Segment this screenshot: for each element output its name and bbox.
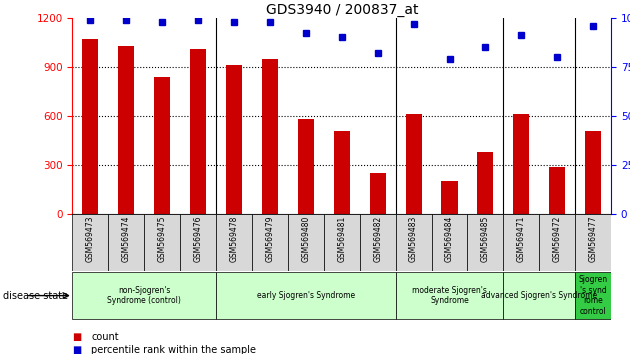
Bar — [334, 131, 350, 214]
Bar — [549, 167, 565, 214]
Text: ■: ■ — [72, 332, 82, 342]
Text: ■: ■ — [72, 345, 82, 354]
Bar — [180, 214, 216, 271]
Bar — [108, 214, 144, 271]
Bar — [478, 152, 493, 214]
Text: GSM569476: GSM569476 — [193, 216, 203, 262]
Bar — [118, 46, 134, 214]
Bar — [298, 119, 314, 214]
Bar — [288, 214, 324, 271]
Bar — [262, 59, 278, 214]
Bar — [83, 39, 98, 214]
Bar — [396, 214, 432, 271]
Text: count: count — [91, 332, 119, 342]
Text: GSM569471: GSM569471 — [517, 216, 526, 262]
Bar — [154, 76, 170, 214]
Text: moderate Sjogren's
Syndrome: moderate Sjogren's Syndrome — [412, 286, 487, 305]
Text: non-Sjogren's
Syndrome (control): non-Sjogren's Syndrome (control) — [107, 286, 181, 305]
Text: Sjogren
's synd
rome
control: Sjogren 's synd rome control — [578, 275, 608, 316]
Text: GSM569478: GSM569478 — [229, 216, 239, 262]
Bar — [585, 131, 601, 214]
Bar — [539, 214, 575, 271]
Text: disease state: disease state — [3, 291, 68, 301]
Bar — [324, 214, 360, 271]
Bar — [575, 272, 611, 319]
Text: GSM569472: GSM569472 — [553, 216, 562, 262]
Bar — [190, 49, 206, 214]
Text: GSM569481: GSM569481 — [337, 216, 346, 262]
Text: GSM569480: GSM569480 — [301, 216, 311, 262]
Text: GSM569482: GSM569482 — [373, 216, 382, 262]
Bar — [216, 214, 252, 271]
Text: GSM569474: GSM569474 — [122, 216, 131, 262]
Text: GSM569484: GSM569484 — [445, 216, 454, 262]
Bar — [396, 272, 503, 319]
Text: advanced Sjogren's Syndrome: advanced Sjogren's Syndrome — [481, 291, 597, 300]
Text: GSM569485: GSM569485 — [481, 216, 490, 262]
Bar — [72, 272, 216, 319]
Bar — [503, 272, 575, 319]
Bar — [370, 173, 386, 214]
Text: percentile rank within the sample: percentile rank within the sample — [91, 345, 256, 354]
Bar — [360, 214, 396, 271]
Bar — [252, 214, 288, 271]
Text: GSM569479: GSM569479 — [265, 216, 275, 262]
Text: GSM569473: GSM569473 — [86, 216, 95, 262]
Bar — [575, 214, 611, 271]
Bar — [216, 272, 396, 319]
Text: GSM569483: GSM569483 — [409, 216, 418, 262]
Bar — [503, 214, 539, 271]
Bar — [72, 214, 108, 271]
Title: GDS3940 / 200837_at: GDS3940 / 200837_at — [265, 3, 418, 17]
Text: GSM569477: GSM569477 — [588, 216, 598, 262]
Bar — [226, 65, 242, 214]
Text: early Sjogren's Syndrome: early Sjogren's Syndrome — [257, 291, 355, 300]
Bar — [406, 114, 421, 214]
Bar — [144, 214, 180, 271]
Bar — [513, 114, 529, 214]
Text: GSM569475: GSM569475 — [158, 216, 167, 262]
Bar — [467, 214, 503, 271]
Bar — [442, 181, 457, 214]
Bar — [432, 214, 467, 271]
